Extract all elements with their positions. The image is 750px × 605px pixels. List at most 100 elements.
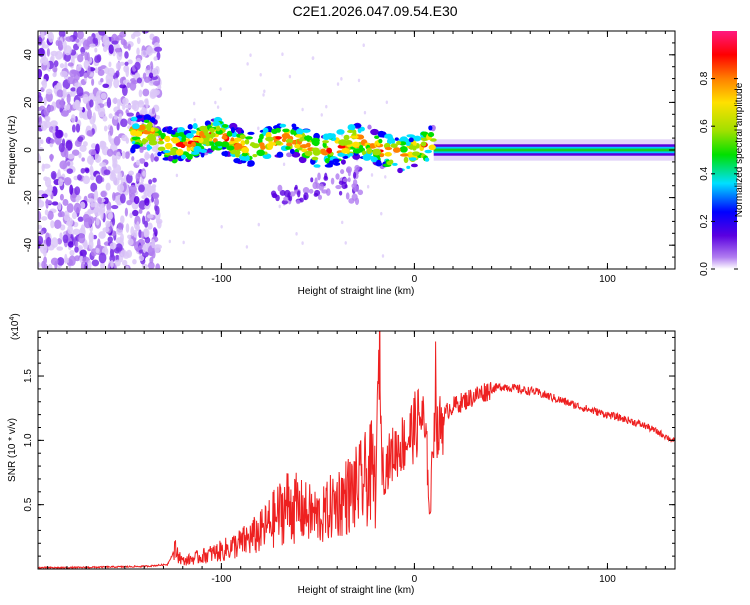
heat-cell xyxy=(343,134,350,141)
heat-cell xyxy=(45,91,53,102)
heat-cell xyxy=(66,161,71,166)
heat-cell xyxy=(152,192,160,200)
heat-cell xyxy=(49,153,54,162)
heat-cell xyxy=(100,141,107,149)
heat-cell xyxy=(180,154,187,160)
colorbar-tick-label: 0.2 xyxy=(699,214,710,228)
heat-cell xyxy=(110,260,114,269)
heat-cell xyxy=(131,100,139,106)
heat-cell xyxy=(338,139,348,146)
heat-cell xyxy=(420,141,427,147)
heat-cell xyxy=(349,135,359,139)
heat-cell xyxy=(216,105,220,109)
heat-cell xyxy=(71,124,76,133)
heat-cell xyxy=(252,153,258,158)
heat-cell xyxy=(384,133,393,139)
heat-cell xyxy=(95,175,103,184)
heat-cell xyxy=(244,136,253,140)
heat-cell xyxy=(226,145,235,151)
heat-cell xyxy=(152,227,157,233)
heat-cell xyxy=(133,196,140,205)
heat-cell xyxy=(106,201,112,212)
heat-cell xyxy=(104,67,110,75)
heat-cell xyxy=(62,87,67,99)
heat-cell xyxy=(115,61,122,71)
heat-cell xyxy=(399,145,408,153)
spectrogram-ticks xyxy=(38,31,675,269)
heat-cell xyxy=(56,257,65,266)
heat-cell xyxy=(266,142,274,149)
heat-cell xyxy=(50,220,55,229)
heat-cell xyxy=(301,129,311,133)
heat-cell xyxy=(103,169,111,176)
heat-cell xyxy=(157,84,162,90)
heat-cell xyxy=(66,217,73,227)
heat-cell xyxy=(149,256,154,264)
heat-cell xyxy=(93,189,99,201)
heat-cell xyxy=(127,43,131,51)
heat-cell xyxy=(281,133,291,139)
heat-cell xyxy=(131,144,141,149)
heat-cell xyxy=(97,196,102,204)
spectrogram-x-axis-label: Height of straight line (km) xyxy=(298,286,415,297)
heat-cell xyxy=(295,232,298,236)
heat-cell xyxy=(83,262,88,269)
heat-cell xyxy=(336,129,345,135)
heat-cell xyxy=(214,100,217,105)
heat-cell xyxy=(141,106,147,116)
heat-cell xyxy=(219,87,222,91)
heat-cell xyxy=(302,186,310,194)
heat-cell xyxy=(314,189,321,197)
heat-cell xyxy=(74,186,81,196)
heat-cell xyxy=(63,52,72,62)
heat-cell xyxy=(64,132,68,138)
heat-cell xyxy=(121,150,126,159)
heat-cell xyxy=(241,146,250,154)
heat-cell xyxy=(170,148,178,152)
heat-cell xyxy=(298,137,305,142)
heat-cell xyxy=(138,89,143,98)
heat-cell xyxy=(68,255,76,267)
heat-cell xyxy=(122,104,126,110)
heat-cell xyxy=(330,133,336,139)
heat-cell xyxy=(126,112,134,117)
heat-cell xyxy=(244,139,250,145)
heat-cell xyxy=(149,116,156,123)
heat-cell xyxy=(310,177,314,183)
heat-cell xyxy=(60,110,69,117)
heat-cell xyxy=(138,184,145,193)
heat-cell xyxy=(341,220,344,225)
heat-cell xyxy=(226,130,233,137)
heat-cell xyxy=(298,156,307,164)
heat-cell xyxy=(136,221,140,231)
heat-cell xyxy=(87,65,91,76)
heat-cell xyxy=(428,144,436,151)
heat-cell xyxy=(125,265,129,269)
snr-y-multiplier: (x104) xyxy=(9,313,21,340)
heat-cell xyxy=(397,167,403,174)
heat-cell xyxy=(120,250,128,257)
heat-cell xyxy=(94,47,98,53)
heat-cell xyxy=(170,137,180,143)
heat-cell xyxy=(82,175,91,185)
heat-cell xyxy=(133,229,138,238)
heat-cell xyxy=(220,224,223,229)
heat-cell xyxy=(38,261,41,268)
heat-cell xyxy=(120,118,128,128)
heat-cell xyxy=(187,124,193,130)
heat-cell xyxy=(233,157,241,164)
heat-cell xyxy=(88,149,97,156)
heat-cell xyxy=(340,169,345,175)
heat-cell xyxy=(132,209,139,217)
heat-cell xyxy=(98,31,106,36)
heat-cell xyxy=(77,54,84,63)
heat-cell xyxy=(50,138,55,144)
heat-cell xyxy=(235,152,240,158)
heat-cell xyxy=(72,228,81,235)
heat-cell xyxy=(100,261,105,269)
heat-cell xyxy=(77,174,82,181)
heat-cell xyxy=(362,153,372,161)
heat-cell xyxy=(108,61,112,68)
heat-cell xyxy=(325,104,328,109)
heat-cell xyxy=(406,134,415,138)
